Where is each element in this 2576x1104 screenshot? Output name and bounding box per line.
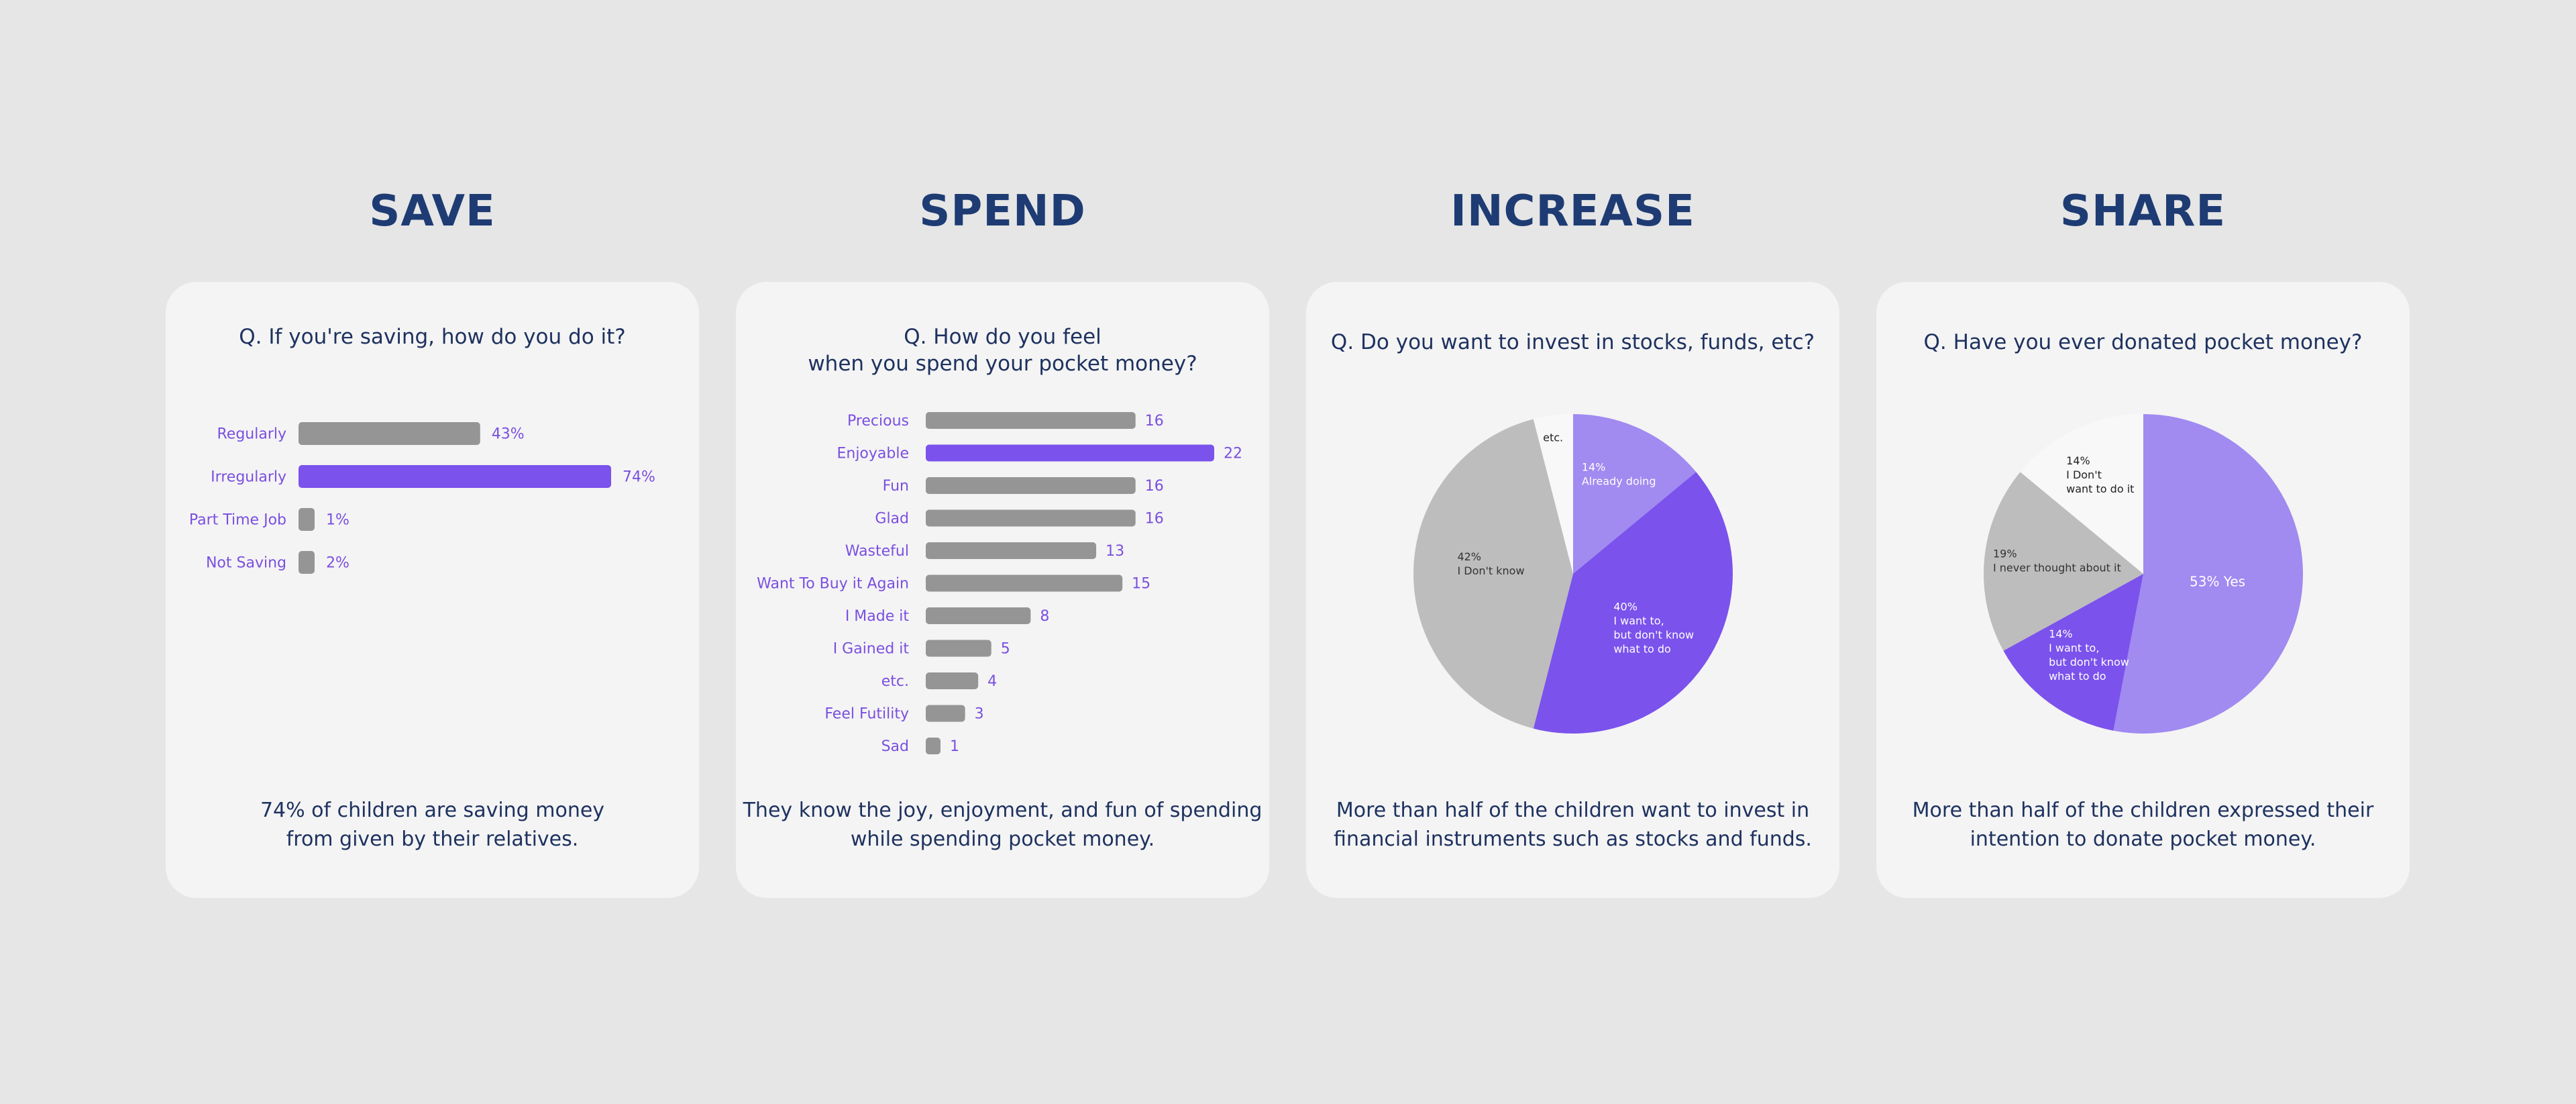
spend-summary: They know the joy, enjoyment, and fun of… xyxy=(743,799,1263,851)
save-question: Q. If you're saving, how do you do it? xyxy=(239,325,626,349)
pie-slice-yes xyxy=(2113,414,2303,734)
share-card: Q. Have you ever donated pocket money? 5… xyxy=(1876,282,2410,898)
value-label-fun: 16 xyxy=(1145,478,1164,495)
category-label-precious: Precious xyxy=(847,413,909,430)
share-question: Q. Have you ever donated pocket money? xyxy=(1923,330,2363,354)
value-label-precious: 16 xyxy=(1145,413,1164,430)
pie-slice-etc xyxy=(1533,414,1573,574)
value-label-sad: 1 xyxy=(950,738,959,755)
value-label-glad: 16 xyxy=(1145,511,1164,528)
category-label-not-saving: Not Saving xyxy=(206,555,286,572)
category-label-glad: Glad xyxy=(875,511,909,528)
category-label-regularly: Regularly xyxy=(217,426,286,443)
bar-i-made-it xyxy=(926,607,1031,624)
save-heading: SAVE xyxy=(369,187,496,236)
pie-label-i-want-to-but-don-t-know-what-to-do: 40% I want to, but don't know what to do xyxy=(1613,601,1694,656)
bar-etc xyxy=(926,672,979,689)
pie-label-i-don-t-know: 42% I Don't know xyxy=(1457,550,1524,577)
value-label-not-saving: 2% xyxy=(326,555,350,572)
category-label-fun: Fun xyxy=(883,478,909,495)
pie-label-already-doing: 14% Already doing xyxy=(1582,460,1656,487)
bar-precious xyxy=(926,412,1136,429)
pie-label-i-never-thought-about-it: 19% I never thought about it xyxy=(1993,547,2121,574)
value-label-feel-futility: 3 xyxy=(975,706,984,723)
bar-enjoyable xyxy=(926,444,1214,462)
bar-sad xyxy=(926,738,941,754)
bar-irregularly xyxy=(299,465,611,488)
spend-bar-chart: Precious 16 Enjoyable 22 Fun 16 Glad 16 Wasteful… xyxy=(757,412,1242,755)
increase-summary: More than half of the children want to i… xyxy=(1334,799,1812,851)
value-label-irregularly: 74% xyxy=(623,469,655,486)
increase-question: Q. Do you want to invest in stocks, fund… xyxy=(1330,330,1815,354)
pie-slice-i-don-t-want-to-do-it xyxy=(2020,414,2143,574)
bar-glad xyxy=(926,509,1136,527)
bar-fun xyxy=(926,477,1136,494)
pie-label-etc: etc. xyxy=(1543,431,1563,444)
pie-slice-i-don-t-know xyxy=(1413,419,1573,729)
category-label-etc: etc. xyxy=(881,673,909,690)
value-label-etc: 4 xyxy=(987,673,997,690)
bar-regularly xyxy=(299,422,480,445)
value-label-i-gained-it: 5 xyxy=(1001,641,1010,658)
pie-label-i-want-to-but-don-t-know-what-to-do: 14% I want to, but don't know what to do xyxy=(2049,628,2129,683)
pie-slice-i-never-thought-about-it xyxy=(1984,472,2143,651)
value-label-enjoyable: 22 xyxy=(1224,446,1242,462)
bar-wasteful xyxy=(926,542,1097,559)
value-label-want-to-buy-it-again: 15 xyxy=(1132,576,1150,593)
increase-heading: INCREASE xyxy=(1450,187,1695,236)
category-label-sad: Sad xyxy=(881,738,909,755)
bar-want-to-buy-it-again xyxy=(926,574,1123,592)
category-label-i-gained-it: I Gained it xyxy=(833,641,910,658)
value-label-part-time-job: 1% xyxy=(326,512,350,529)
category-label-irregularly: Irregularly xyxy=(211,469,286,486)
bar-feel-futility xyxy=(926,705,965,722)
bar-i-gained-it xyxy=(926,640,991,657)
save-bar-chart: Regularly 43% Irregularly 74% Part Time Job 1… xyxy=(189,422,655,574)
category-label-want-to-buy-it-again: Want To Buy it Again xyxy=(757,576,909,593)
share-pie-chart: 53% Yes 14% I want to, but don't know what t… xyxy=(1984,414,2303,734)
pie-label-i-don-t-want-to-do-it: 14% I Don't want to do it xyxy=(2066,454,2134,495)
value-label-regularly: 43% xyxy=(492,426,525,443)
category-label-enjoyable: Enjoyable xyxy=(837,446,909,462)
pie-slice-i-want-to-but-don-t-know-what-to-do xyxy=(1533,472,1733,734)
spend-question: Q. How do you feel when you spend your p… xyxy=(808,325,1197,376)
increase-pie-chart: 14% Already doing 40% I want to, but don't k… xyxy=(1413,414,1733,734)
spend-card: Q. How do you feel when you spend your p… xyxy=(736,282,1269,898)
bar-not-saving xyxy=(299,551,315,574)
save-summary: 74% of children are saving money from gi… xyxy=(260,799,605,851)
increase-card: Q. Do you want to invest in stocks, fund… xyxy=(1306,282,1839,898)
category-label-feel-futility: Feel Futility xyxy=(824,706,909,723)
bar-part-time-job xyxy=(299,508,315,531)
category-label-part-time-job: Part Time Job xyxy=(189,512,286,529)
value-label-i-made-it: 8 xyxy=(1040,608,1049,625)
pie-slice-i-want-to-but-don-t-know-what-to-do xyxy=(2003,574,2143,731)
share-summary: More than half of the children expressed… xyxy=(1912,799,2374,851)
value-label-wasteful: 13 xyxy=(1106,543,1124,560)
share-heading: SHARE xyxy=(2059,187,2226,236)
pie-slice-already-doing xyxy=(1573,414,1697,574)
category-label-i-made-it: I Made it xyxy=(845,608,910,625)
spend-heading: SPEND xyxy=(919,187,1086,236)
save-card: Q. If you're saving, how do you do it? R… xyxy=(166,282,699,898)
pie-label-yes: 53% Yes xyxy=(2190,573,2245,589)
category-label-wasteful: Wasteful xyxy=(845,543,909,560)
